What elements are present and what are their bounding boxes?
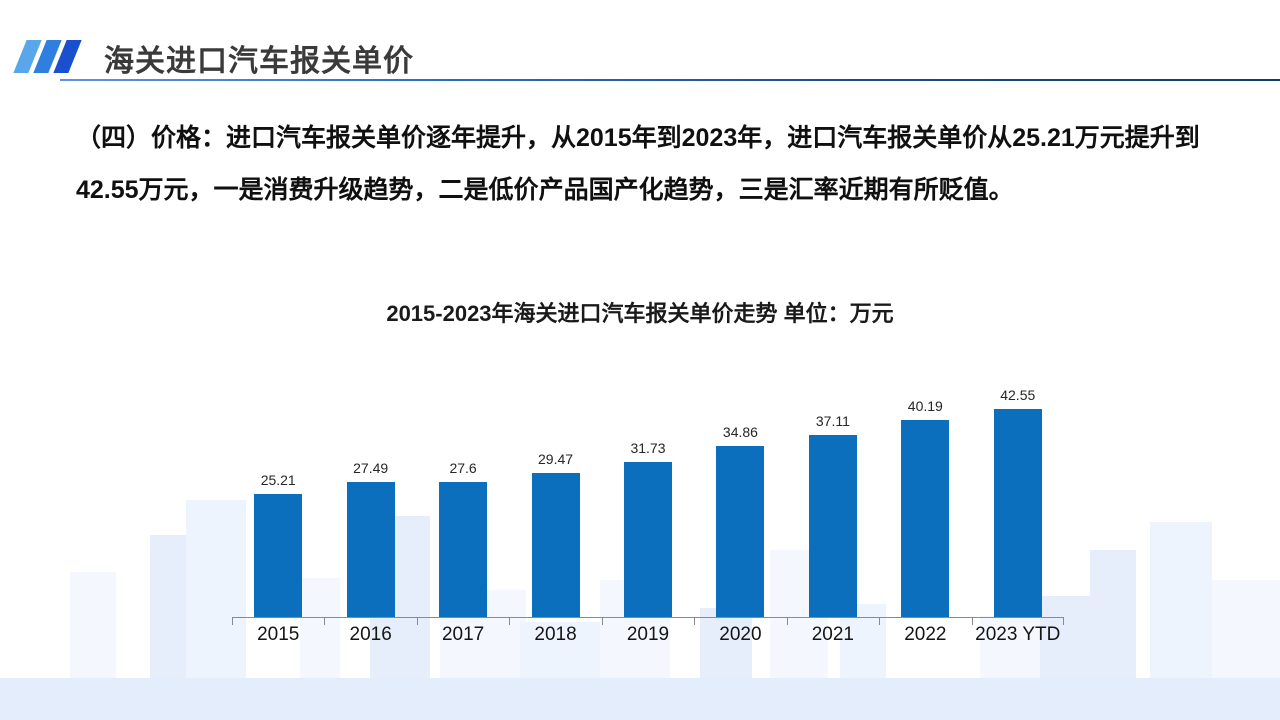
header-divider [60, 79, 1280, 81]
x-axis-tick [417, 618, 418, 625]
bar-slot: 37.11 [787, 360, 879, 617]
bar[interactable] [623, 462, 672, 617]
x-axis-category-label: 2020 [719, 624, 762, 645]
chart-title: 2015-2023年海关进口汽车报关单价走势 单位：万元 [386, 301, 894, 326]
bar[interactable] [993, 409, 1042, 617]
bar-chart: 25.21 27.49 27.6 29.47 31.73 34.86 37.11 40.19 4… [232, 360, 1064, 625]
bar-value-label: 37.11 [815, 413, 850, 429]
bar-value-label: 42.55 [1000, 387, 1036, 403]
chart-bars: 25.21 27.49 27.6 29.47 31.73 34.86 37.11 40.19 4… [232, 360, 1064, 617]
x-axis-tick [602, 618, 603, 625]
bar-value-label: 25.21 [260, 472, 296, 488]
bar-value-label: 40.19 [907, 398, 943, 414]
x-axis-tick [787, 618, 788, 625]
bar[interactable] [439, 482, 488, 617]
slide-header: 海关进口汽车报关单价 [0, 0, 1280, 90]
bar-value-label: 27.6 [449, 460, 477, 476]
bar-value-label: 34.86 [722, 424, 758, 440]
bar-value-label: 31.73 [630, 440, 666, 456]
bar-slot: 25.21 [232, 360, 324, 617]
x-axis-tick [972, 618, 973, 625]
x-axis-tick [694, 618, 695, 625]
x-axis-line [232, 617, 1064, 618]
x-axis-tick [509, 618, 510, 625]
bar-slot: 29.47 [509, 360, 601, 617]
page-title: 海关进口汽车报关单价 [104, 45, 414, 78]
x-axis-tick [232, 618, 233, 625]
x-axis-category-label: 2023 YTD [975, 624, 1061, 645]
bar[interactable] [808, 435, 857, 617]
bar-slot: 27.49 [324, 360, 416, 617]
bar-slot: 31.73 [602, 360, 694, 617]
x-axis-category-label: 2019 [626, 624, 670, 645]
bar-slot: 40.19 [879, 360, 971, 617]
x-axis-category-label: 2022 [904, 624, 947, 645]
x-axis-category-label: 2018 [534, 624, 577, 645]
bar[interactable] [901, 420, 950, 617]
bar[interactable] [254, 494, 303, 617]
bar-slot: 42.55 [972, 360, 1064, 617]
bar[interactable] [346, 482, 395, 617]
x-axis-category-label: 2017 [441, 624, 485, 645]
x-axis-labels: 2015 2016 2017 2018 2019 2020 2021 2022 2023 YTD [232, 0, 1064, 720]
x-axis-tick [879, 618, 880, 625]
bar-value-label: 29.47 [538, 451, 574, 467]
body-paragraph: （四）价格：进口汽车报关单价逐年提升，从2015年到2023年，进口汽车报关单价… [76, 124, 1200, 204]
bar[interactable] [531, 473, 580, 617]
bar-slot: 34.86 [694, 360, 786, 617]
x-axis-tick [1063, 618, 1064, 625]
bar-slot: 27.6 [417, 360, 509, 617]
bar-value-label: 27.49 [353, 460, 389, 476]
three-slash-logo-icon [13, 40, 96, 73]
x-axis-tick [324, 618, 325, 625]
x-axis-category-label: 2016 [349, 624, 392, 645]
bar[interactable] [716, 446, 765, 617]
x-axis-category-label: 2021 [811, 624, 855, 645]
x-axis-category-label: 2015 [257, 624, 300, 645]
